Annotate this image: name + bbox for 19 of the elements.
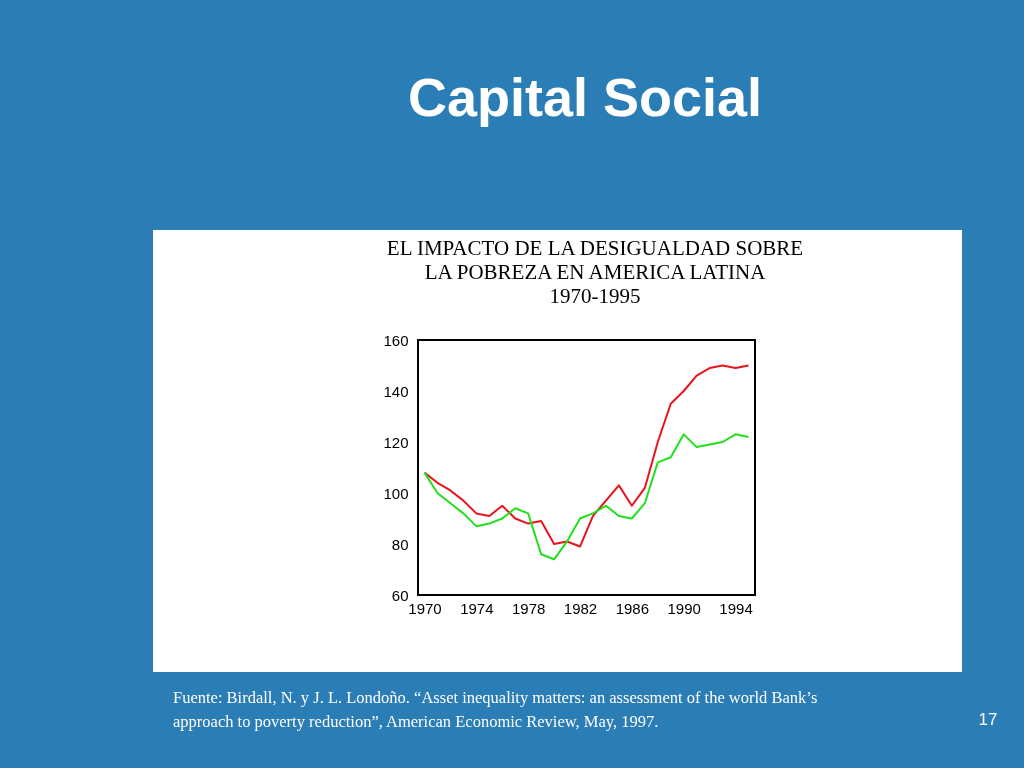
y-tick-label: 160 — [383, 331, 409, 349]
y-tick-label: 140 — [383, 382, 409, 400]
x-tick-label: 1978 — [511, 599, 546, 617]
text: 17 — [978, 710, 998, 729]
x-tick-label: 1990 — [667, 599, 701, 617]
y-tick-label: 80 — [391, 535, 409, 553]
y-tick-label: 60 — [391, 586, 409, 604]
chart-subtitle: EL IMPACTO DE LA DESIGUALDAD SOBRE LA POBREZA EN AMERICA LATINA 1970-1995 — [386, 236, 804, 308]
chart-title: Capital Social — [407, 67, 763, 127]
y-tick-label: 120 — [383, 433, 409, 451]
x-tick-label: 1970 — [408, 599, 442, 617]
x-tick-label: 1982 — [563, 599, 598, 617]
source-note: Fuente: Birdall, N. y J. L. Londoño. “Asset inequality matters: an assessment of the world Bank’s approach to poverty reduction”, American Economic Review, May, 1997. — [173, 688, 818, 731]
line-series — [423, 364, 750, 548]
y-tick-label: 100 — [383, 484, 409, 502]
x-tick-label: 1986 — [615, 599, 650, 617]
x-tick-label: 1974 — [460, 599, 494, 617]
line-series — [423, 433, 750, 561]
x-tick-label: 1994 — [719, 599, 753, 617]
